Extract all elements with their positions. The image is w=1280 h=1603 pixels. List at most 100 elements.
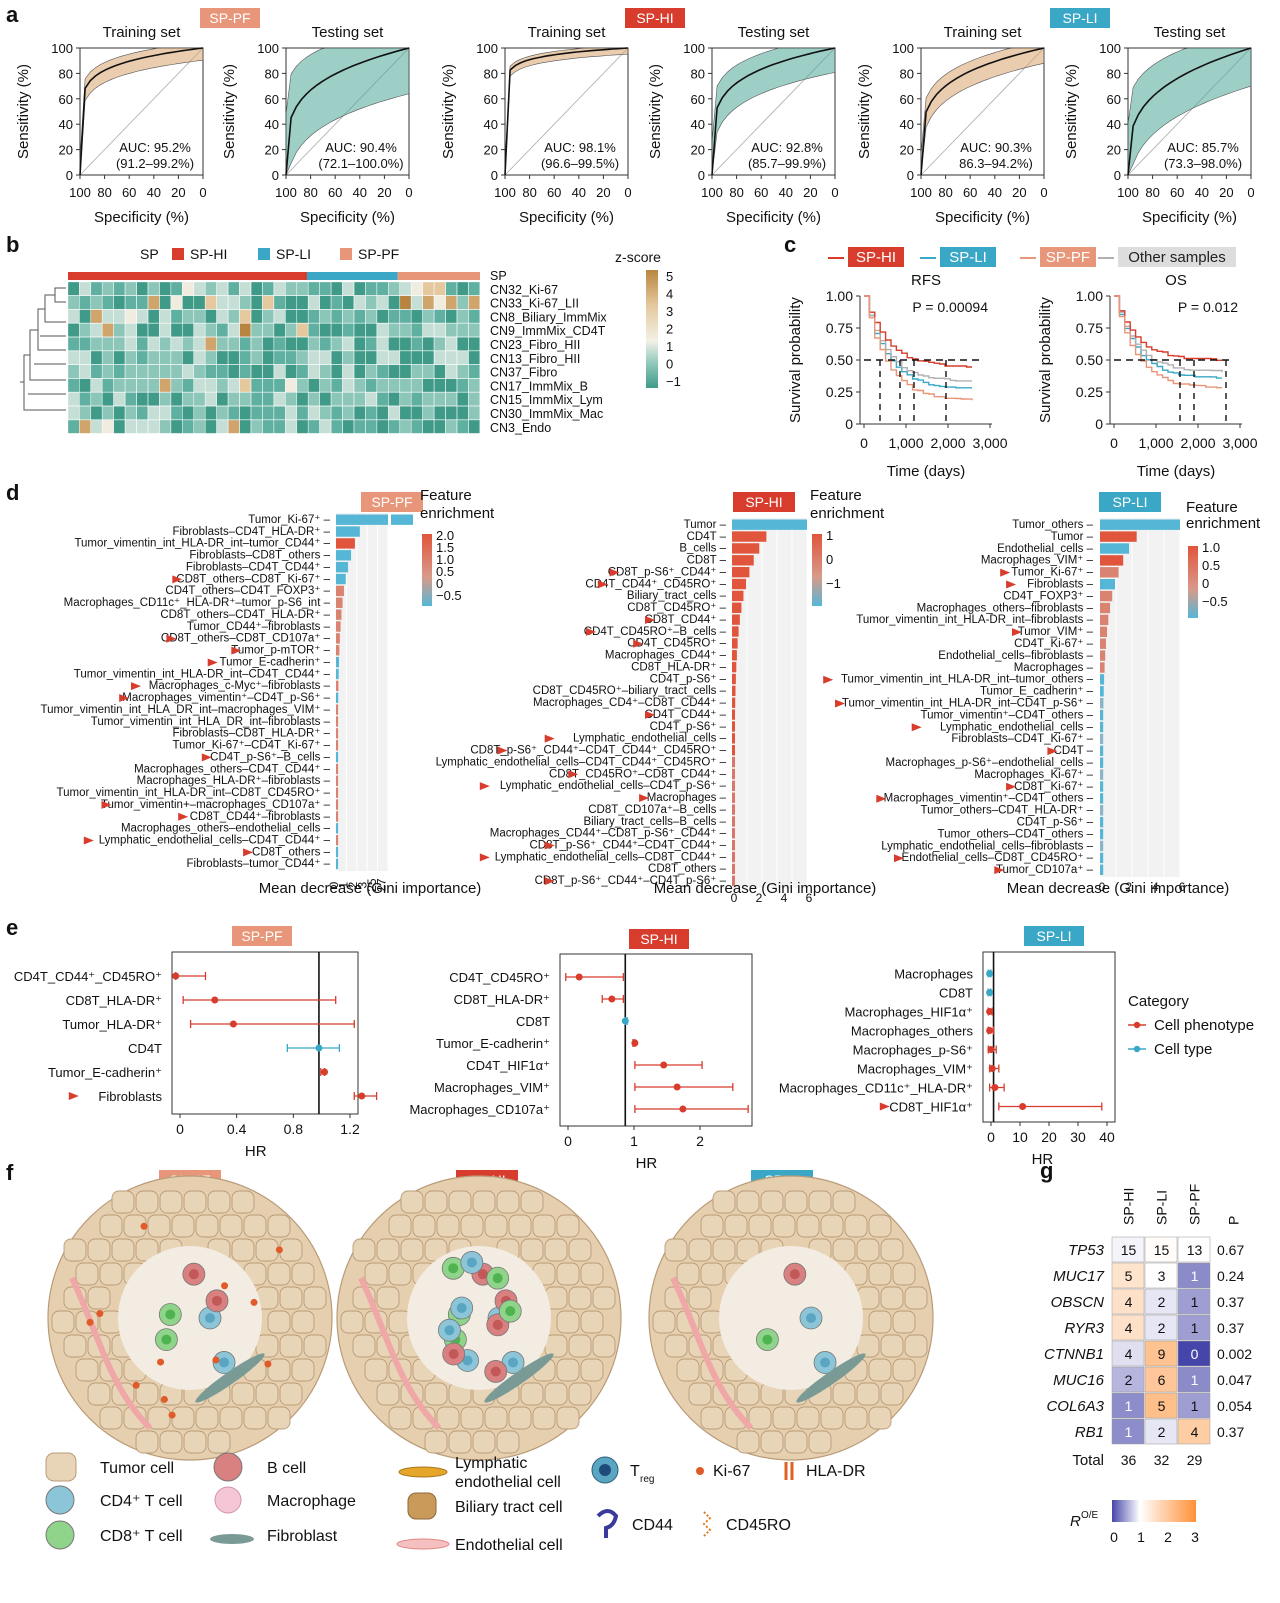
highlight-marker	[586, 627, 596, 636]
badge-bg	[232, 926, 292, 946]
tick-label: 6	[1179, 880, 1186, 894]
feature-label: Fibroblasts–tumor_CD44⁺ –	[187, 858, 331, 870]
tumor-cell	[856, 1334, 880, 1358]
heatmap-cell	[216, 323, 229, 337]
cd44-glyph	[596, 1509, 619, 1538]
heatmap-cell	[411, 281, 423, 296]
heatmap-cell	[411, 337, 423, 351]
importance-bar	[732, 614, 740, 625]
heatmap-cell	[102, 406, 114, 420]
importance-bar	[732, 661, 737, 673]
legend-title: SP	[140, 246, 159, 262]
tick-label: 3	[355, 881, 369, 888]
heatmap-cell	[182, 364, 194, 379]
heatmap-cell	[239, 378, 251, 393]
importance-bar	[1100, 650, 1106, 661]
heatmap-cell	[308, 295, 320, 310]
mutation-cell	[1177, 1262, 1211, 1289]
importance-bar	[732, 566, 750, 578]
feature-label: CD8T_CD107a⁺–B_cells –	[588, 804, 726, 816]
tick-label: 4	[781, 891, 788, 905]
tumor-cell	[267, 1358, 291, 1382]
heatmap-cell	[262, 281, 274, 296]
feature-label: Macrophages_c-Myc⁺–fibroblasts –	[149, 680, 331, 692]
endothelial-vessel	[358, 1276, 442, 1431]
heatmap-cell	[445, 295, 457, 310]
heatmap-cell	[308, 419, 320, 434]
scale-tick: 0	[1110, 1529, 1118, 1545]
heatmap-cell	[90, 281, 103, 296]
tumor-cell	[87, 1286, 111, 1310]
feature-label: Macrophages_vimentin⁺–CD4T_others –	[884, 793, 1094, 805]
importance-bar	[336, 585, 344, 597]
heatmap-cell	[399, 364, 412, 379]
heatmap-cell	[182, 337, 194, 351]
ki67-marker	[275, 1246, 283, 1254]
heatmap-cell	[193, 337, 206, 351]
fibroblast	[796, 1353, 866, 1403]
heatmap-cell	[262, 378, 274, 393]
x-axis-label: Mean decrease (Gini importance)	[1007, 880, 1230, 897]
scale-tick: −0.5	[1202, 594, 1228, 609]
heatmap-cell	[456, 323, 469, 337]
heatmap-cell	[308, 364, 320, 379]
heatmap-cell	[170, 419, 183, 434]
z-scale-bar	[646, 270, 658, 388]
tumor-cell	[580, 1358, 604, 1382]
immune-nucleus	[462, 1355, 473, 1366]
heatmap-cell	[285, 350, 297, 365]
legend-label: Endothelial cell	[455, 1537, 563, 1554]
heatmap-cell	[296, 350, 309, 365]
tick-label: 6	[806, 891, 813, 905]
heatmap-cell	[353, 337, 366, 351]
heatmap-cell	[285, 406, 297, 420]
forest-point	[986, 1008, 994, 1015]
scale-tick: 1	[1137, 1529, 1145, 1545]
heatmap-cell	[216, 337, 229, 351]
ki67-marker	[86, 1318, 94, 1326]
importance-bar	[732, 673, 736, 685]
heatmap-cell	[239, 350, 251, 365]
feature-label: Biliary_tract_cells–B_cells –	[583, 816, 726, 828]
feature-label: Tumor_Ki-67⁺–CD4T_Ki-67⁺ –	[173, 740, 331, 752]
scale-tick: 1	[826, 528, 833, 543]
heatmap-cell	[388, 378, 400, 393]
forest-plot: SP-LI Macrophages CD8T Macrophages_HIF1α⁺ Ma…	[779, 926, 1116, 1168]
heatmap-cell	[67, 309, 80, 324]
category-dot	[1133, 1045, 1141, 1053]
scale-tick: 0	[1202, 576, 1209, 591]
tumor-cell	[544, 1382, 568, 1406]
feature-label: B_cells –	[679, 543, 726, 555]
tumor-cell	[219, 1214, 243, 1238]
legend-label: Fibroblast	[267, 1528, 338, 1545]
roc-frame	[504, 47, 629, 176]
y-axis-label: Survival probability	[787, 297, 804, 423]
heatmap-cell	[331, 337, 343, 351]
heatmap-cell	[365, 378, 377, 393]
cd45ro-glyph	[702, 1511, 712, 1537]
heatmap-cell	[67, 323, 80, 337]
heatmap-cell	[113, 392, 126, 406]
badge-label: SP-PF	[371, 494, 412, 510]
mutation-count: 4	[1125, 1320, 1133, 1336]
highlight-marker	[178, 812, 189, 821]
roc-curve	[79, 47, 204, 176]
badge-bg	[200, 8, 260, 28]
heatmap-cell	[79, 419, 91, 434]
importance-bar	[1100, 721, 1104, 733]
tumor-cell	[207, 1430, 231, 1454]
heatmap-cell	[262, 337, 274, 351]
heatmap-cell	[159, 406, 171, 420]
tick-label: 20	[803, 185, 817, 200]
heatmap-cell	[445, 309, 457, 324]
highlight-marker	[479, 853, 490, 862]
heatmap-cell	[422, 392, 435, 406]
badge-bg	[1050, 8, 1110, 28]
tick-label: 60	[59, 92, 73, 107]
tick-label: 0	[176, 1121, 184, 1137]
feature-label: Lymphatic_endothelial_cells –	[573, 733, 727, 745]
mutation-cell	[1144, 1314, 1178, 1341]
heatmap-cell	[79, 350, 91, 365]
importance-bar	[1100, 817, 1104, 828]
p-value: P = 0.012	[1178, 299, 1238, 315]
